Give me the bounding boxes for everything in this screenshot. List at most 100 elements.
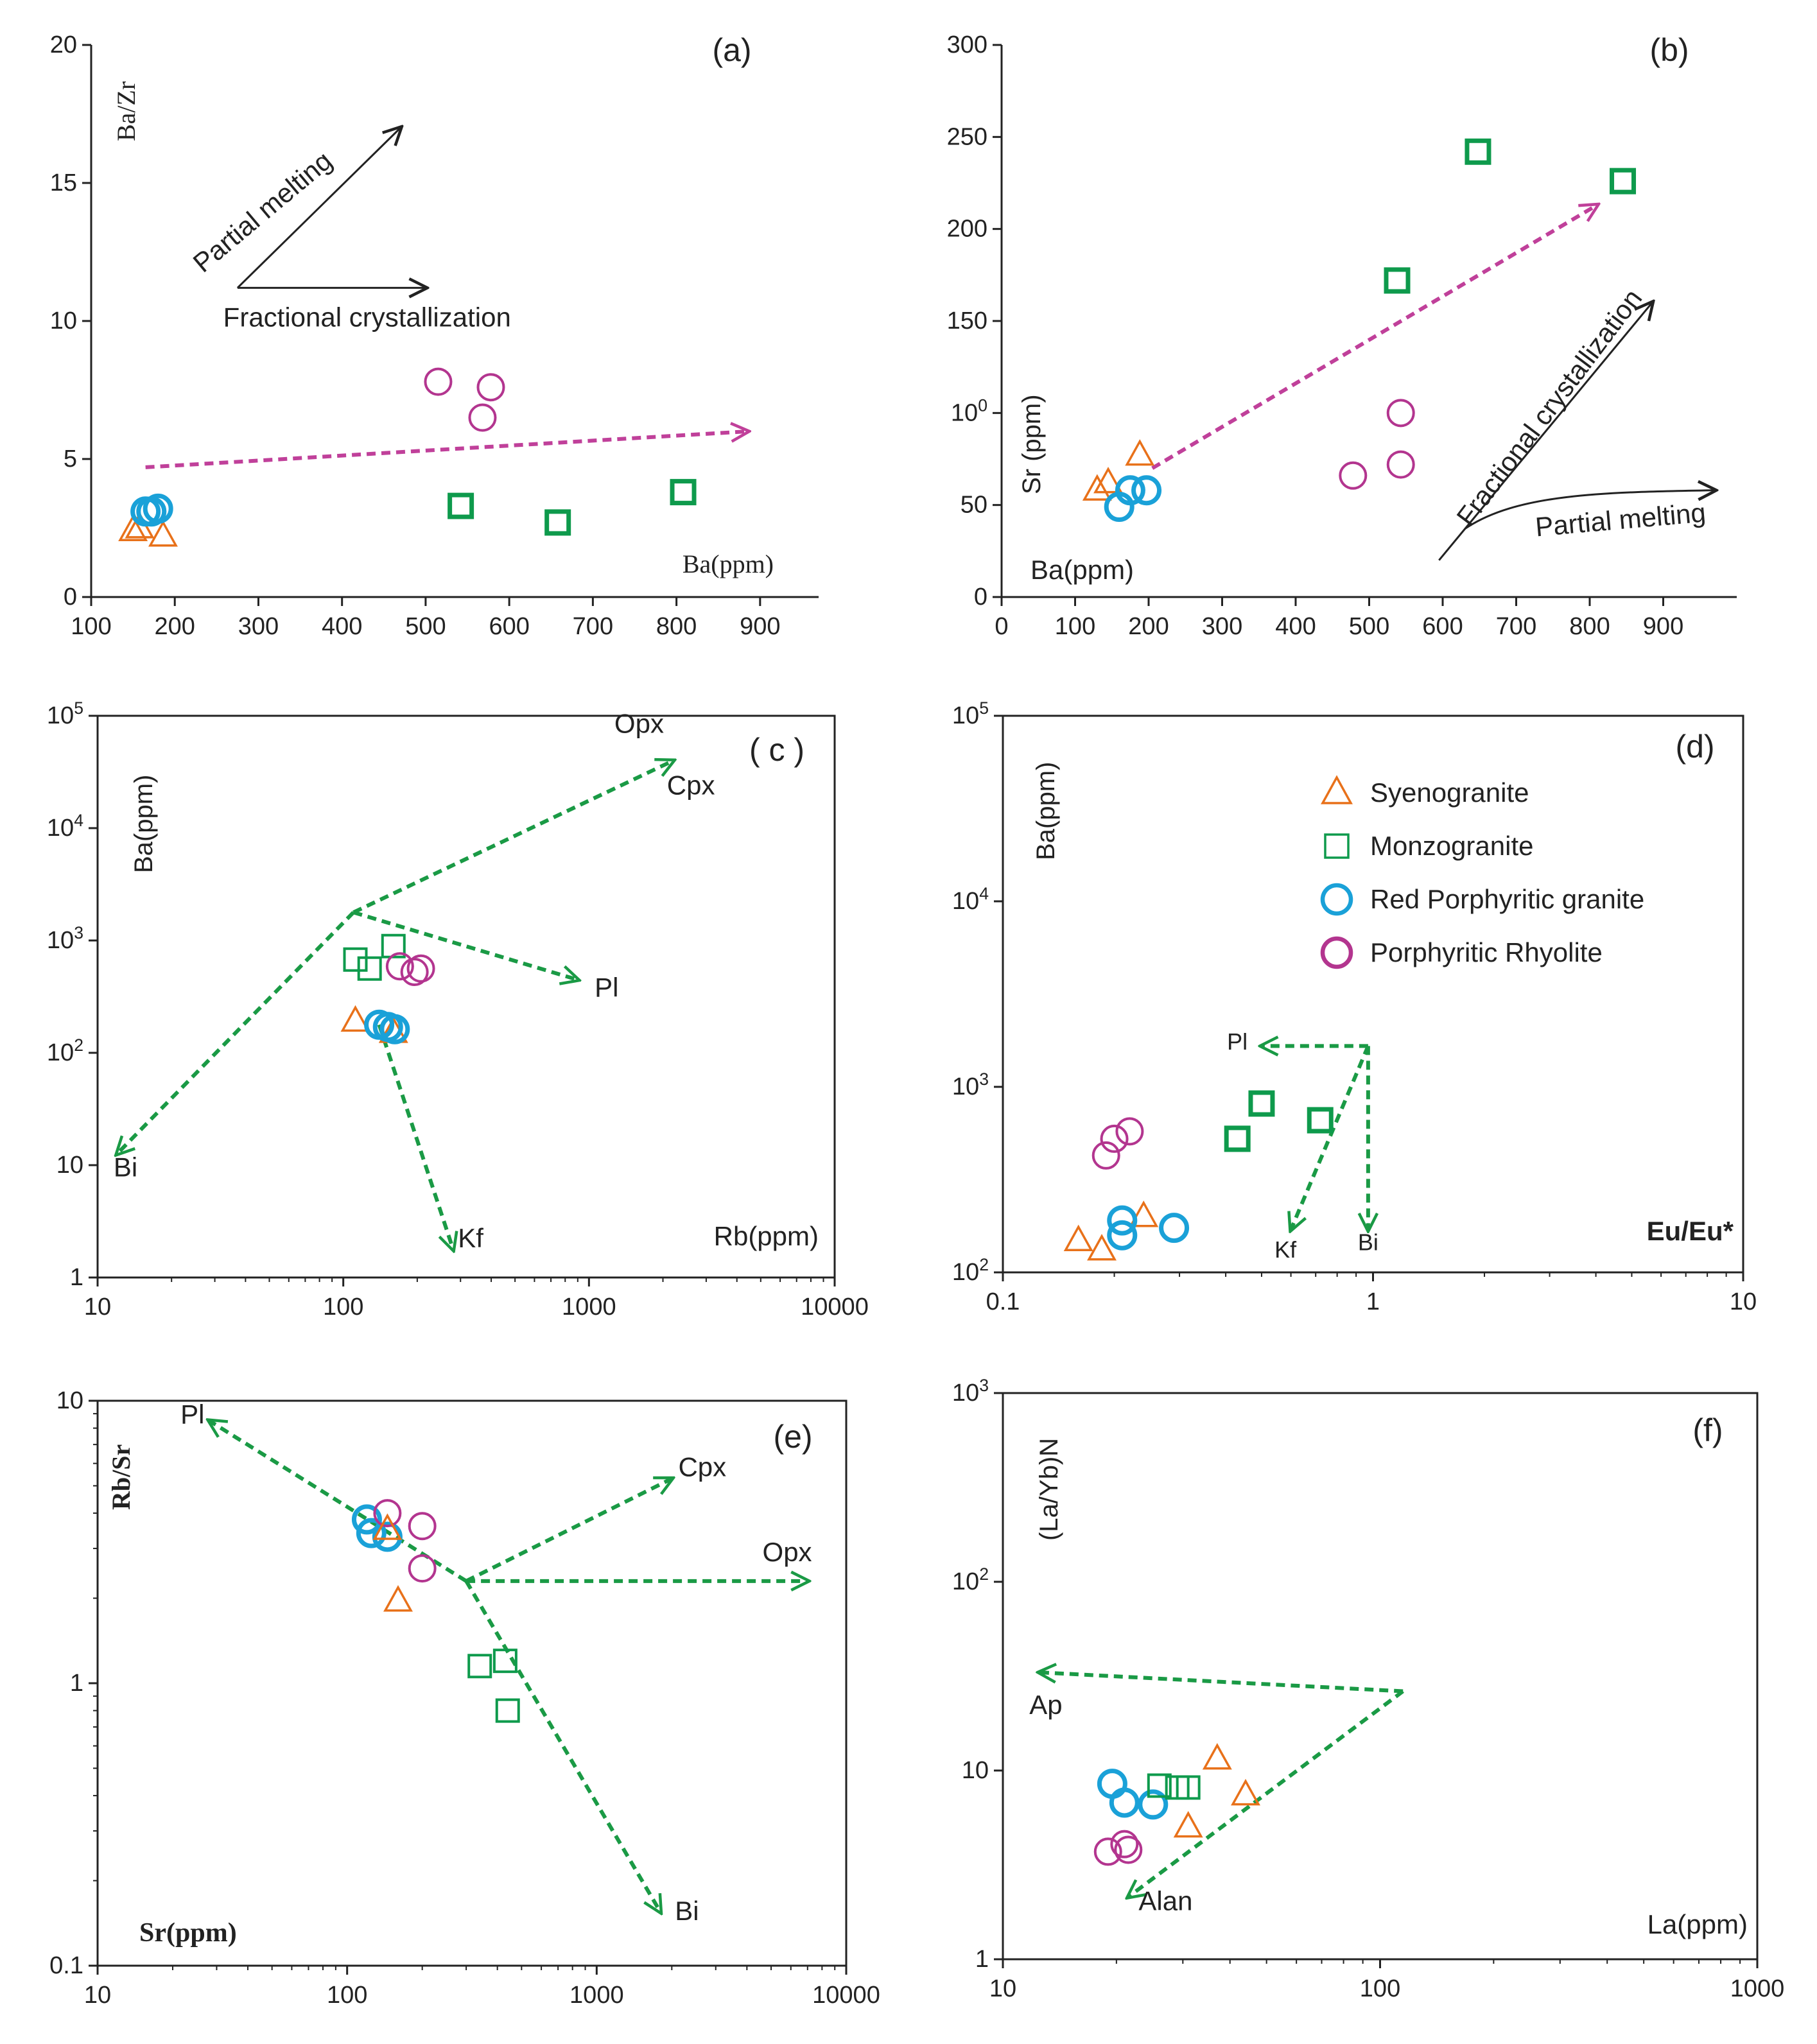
data-point-rhyolite bbox=[373, 1499, 402, 1528]
panel-label-d: (d) bbox=[1675, 729, 1714, 765]
trend-curve-b bbox=[1464, 490, 1714, 530]
data-point-rhyolite bbox=[1110, 1830, 1139, 1858]
annotation-c: Opx bbox=[614, 708, 664, 738]
panel-label-a: (a) bbox=[712, 32, 751, 68]
annotation-c: Pl bbox=[595, 973, 618, 1003]
chart-panel-e: 10 100 1000 10000 0.1 1 10 (e) Rb/Sr Sr(ppm) Pl Cpx… bbox=[49, 1387, 880, 2009]
x-tick-label-b: 500 bbox=[1349, 613, 1389, 640]
y-tick-label-d: 105 bbox=[952, 698, 989, 729]
data-point-rhyolite bbox=[424, 367, 453, 396]
data-point-monzogranite bbox=[492, 1649, 517, 1674]
y-tick-label-f: 103 bbox=[952, 1376, 989, 1407]
y-tick-label-f: 10 bbox=[962, 1757, 989, 1784]
data-point-syenogranite bbox=[1063, 1224, 1093, 1252]
y-tick-label-b: 0 bbox=[974, 584, 987, 611]
data-point-rhyolite bbox=[1339, 461, 1368, 490]
y-tick-label-e: 10 bbox=[57, 1387, 83, 1414]
annotation-e: Opx bbox=[763, 1537, 812, 1567]
data-point-rhyolite bbox=[1114, 1835, 1143, 1864]
x-tick-label-a: 300 bbox=[238, 613, 279, 640]
vector-arrow-c bbox=[377, 1024, 453, 1249]
y-axis-title-a: Ba/Zr bbox=[112, 82, 141, 141]
data-point-rhyolite bbox=[1091, 1141, 1120, 1170]
vector-arrow-e bbox=[464, 1580, 660, 1912]
vector-arrow-a bbox=[236, 128, 401, 289]
y-tick-label-a: 10 bbox=[50, 307, 77, 334]
data-point-monzogranite bbox=[1176, 1775, 1201, 1800]
data-point-syenogranite bbox=[1202, 1743, 1232, 1770]
data-point-syenogranite bbox=[340, 1005, 370, 1032]
plot-frame-c bbox=[96, 715, 836, 1279]
x-tick-label-a: 400 bbox=[322, 613, 362, 640]
legend-symbol-rhyolite bbox=[1320, 936, 1353, 969]
x-tick-label-a: 500 bbox=[405, 613, 446, 640]
data-point-syenogranite bbox=[1173, 1810, 1203, 1838]
data-point-syenogranite bbox=[148, 520, 178, 547]
x-tick-label-a: 600 bbox=[489, 613, 529, 640]
annotation-e: Bi bbox=[675, 1896, 699, 1926]
y-tick-label-c: 103 bbox=[47, 923, 83, 954]
data-point-monzogranite bbox=[343, 947, 368, 972]
panel-label-b: (b) bbox=[1649, 32, 1689, 68]
annotation-d: Kf bbox=[1274, 1236, 1297, 1263]
data-point-red_porphyritic bbox=[1115, 475, 1145, 506]
legend: Syenogranite Monzogranite Red Porphyritic … bbox=[1320, 775, 1644, 969]
data-point-red_porphyritic bbox=[1138, 1789, 1169, 1820]
legend-symbol-monzogranite bbox=[1324, 833, 1350, 859]
legend-symbol-syenogranite bbox=[1321, 775, 1353, 804]
x-tick-label-c: 10000 bbox=[801, 1294, 869, 1321]
data-point-red_porphyritic bbox=[1159, 1213, 1190, 1243]
data-point-syenogranite bbox=[1093, 467, 1123, 494]
data-point-red_porphyritic bbox=[351, 1504, 382, 1535]
data-point-monzogranite bbox=[381, 933, 406, 958]
data-point-monzogranite bbox=[1384, 267, 1411, 294]
x-tick-label-e: 10000 bbox=[812, 1982, 880, 2009]
annotation-d: Bi bbox=[1358, 1229, 1378, 1255]
y-tick-label-c: 1 bbox=[70, 1264, 83, 1291]
x-tick-label-c: 1000 bbox=[562, 1294, 616, 1321]
y-tick-label-a: 15 bbox=[50, 169, 77, 196]
annotation-a: Fractional crystallization bbox=[223, 302, 511, 333]
data-point-monzogranite bbox=[1465, 138, 1491, 165]
y-tick-label-c: 102 bbox=[47, 1035, 83, 1066]
x-tick-label-b: 400 bbox=[1275, 613, 1316, 640]
y-tick-label-a: 5 bbox=[64, 446, 77, 472]
y-tick-label-d: 104 bbox=[952, 884, 989, 915]
x-tick-label-b: 600 bbox=[1422, 613, 1463, 640]
x-tick-label-f: 10 bbox=[989, 1975, 1016, 2002]
y-tick-label-b: 300 bbox=[947, 31, 987, 58]
annotation-d: Pl bbox=[1227, 1028, 1248, 1055]
annotation-e: Pl bbox=[180, 1399, 204, 1430]
data-point-syenogranite bbox=[383, 1585, 413, 1612]
data-point-rhyolite bbox=[476, 373, 505, 402]
x-tick-label-b: 0 bbox=[995, 613, 1008, 640]
vector-arrow-a bbox=[145, 431, 748, 469]
data-point-monzogranite bbox=[1248, 1090, 1275, 1117]
y-tick-label-a: 0 bbox=[64, 584, 77, 611]
x-tick-label-b: 300 bbox=[1202, 613, 1242, 640]
panel-label-f: (f) bbox=[1692, 1412, 1723, 1448]
x-tick-label-b: 700 bbox=[1496, 613, 1536, 640]
x-tick-label-a: 800 bbox=[656, 613, 697, 640]
x-tick-label-b: 900 bbox=[1643, 613, 1683, 640]
data-point-syenogranite bbox=[1231, 1779, 1261, 1806]
y-tick-label-f: 102 bbox=[952, 1564, 989, 1595]
y-tick-label-e: 1 bbox=[70, 1670, 83, 1697]
y-tick-label-c: 104 bbox=[47, 811, 83, 842]
data-point-monzogranite bbox=[495, 1698, 520, 1723]
vector-arrow-c bbox=[117, 911, 355, 1154]
y-tick-label-b: 50 bbox=[961, 492, 987, 519]
data-point-rhyolite bbox=[1386, 399, 1415, 428]
y-tick-label-e: 0.1 bbox=[49, 1952, 83, 1979]
x-axis-title-e: Sr(ppm) bbox=[139, 1918, 237, 1948]
annotation-c: Kf bbox=[458, 1223, 483, 1253]
annotation-f: Ap bbox=[1029, 1690, 1062, 1720]
x-tick-label-e: 100 bbox=[327, 1982, 367, 2009]
legend-label-syenogranite: Syenogranite bbox=[1370, 777, 1529, 808]
y-axis-title-e: Rb/Sr bbox=[107, 1444, 135, 1510]
annotation-e: Cpx bbox=[678, 1452, 726, 1482]
x-axis-title-f: La(ppm) bbox=[1647, 1909, 1748, 1939]
data-point-red_porphyritic bbox=[1097, 1769, 1127, 1799]
x-axis-title-b: Ba(ppm) bbox=[1030, 555, 1134, 585]
